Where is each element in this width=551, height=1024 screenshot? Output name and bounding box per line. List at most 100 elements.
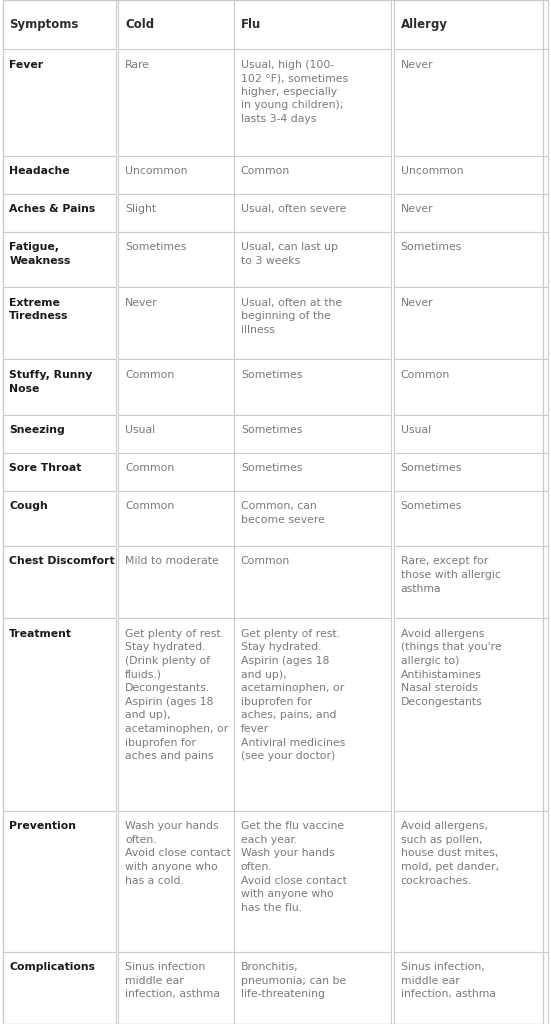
Text: Sinus infection
middle ear
infection, asthma: Sinus infection middle ear infection, as… [125, 963, 220, 999]
Text: Sometimes: Sometimes [401, 463, 462, 473]
Text: Usual, high (100-
102 °F), sometimes
higher, especially
in young children);
last: Usual, high (100- 102 °F), sometimes hig… [241, 59, 348, 124]
Bar [3, 415, 116, 453]
Bar [3, 232, 116, 287]
Bar [234, 0, 391, 49]
Text: Aches & Pains: Aches & Pains [9, 205, 96, 214]
Bar [118, 49, 234, 156]
Text: Mild to moderate: Mild to moderate [125, 556, 219, 566]
Text: Fatigue,
Weakness: Fatigue, Weakness [9, 243, 71, 266]
Text: Sinus infection,
middle ear
infection, asthma: Sinus infection, middle ear infection, a… [401, 963, 495, 999]
Text: Usual, can last up
to 3 weeks: Usual, can last up to 3 weeks [241, 243, 338, 266]
Bar [118, 546, 234, 618]
Text: Treatment: Treatment [9, 629, 72, 639]
Text: Sometimes: Sometimes [401, 501, 462, 511]
Bar [394, 618, 548, 811]
Text: Never: Never [401, 298, 433, 307]
Text: Fever: Fever [9, 59, 44, 70]
Text: Avoid allergens,
such as pollen,
house dust mites,
mold, pet dander,
cockroaches: Avoid allergens, such as pollen, house d… [401, 821, 499, 886]
Text: Symptoms: Symptoms [9, 18, 79, 31]
Bar [3, 287, 116, 359]
Bar [118, 453, 234, 490]
Bar [118, 156, 234, 194]
Text: Common: Common [241, 166, 290, 176]
Bar [118, 490, 234, 546]
Bar [234, 415, 391, 453]
Bar [118, 359, 234, 415]
Bar [394, 951, 548, 1024]
Text: Stuffy, Runny
Nose: Stuffy, Runny Nose [9, 370, 93, 393]
Text: Allergy: Allergy [401, 18, 447, 31]
Bar [234, 156, 391, 194]
Text: Slight: Slight [125, 205, 156, 214]
Text: Sneezing: Sneezing [9, 425, 65, 435]
Bar [394, 811, 548, 951]
Bar [3, 194, 116, 232]
Text: Common: Common [125, 370, 174, 380]
Bar [394, 359, 548, 415]
Text: Get plenty of rest.
Stay hydrated.
(Drink plenty of
fluids.)
Decongestants.
Aspi: Get plenty of rest. Stay hydrated. (Drin… [125, 629, 228, 761]
Bar [118, 811, 234, 951]
Text: Common, can
become severe: Common, can become severe [241, 501, 325, 524]
Text: Sometimes: Sometimes [125, 243, 186, 252]
Text: Common: Common [401, 370, 450, 380]
Bar [3, 453, 116, 490]
Bar [118, 951, 234, 1024]
Bar [234, 49, 391, 156]
Bar [394, 194, 548, 232]
Text: Uncommon: Uncommon [401, 166, 463, 176]
Text: Sometimes: Sometimes [241, 463, 302, 473]
Bar [3, 0, 116, 49]
Bar [394, 156, 548, 194]
Bar [234, 618, 391, 811]
Bar [3, 546, 116, 618]
Bar [394, 490, 548, 546]
Bar [394, 453, 548, 490]
Text: Bronchitis,
pneumonia; can be
life-threatening: Bronchitis, pneumonia; can be life-threa… [241, 963, 346, 999]
Bar [394, 546, 548, 618]
Text: Uncommon: Uncommon [125, 166, 187, 176]
Bar [394, 0, 548, 49]
Bar [3, 811, 116, 951]
Bar [234, 811, 391, 951]
Text: Common: Common [125, 463, 174, 473]
Text: Wash your hands
often.
Avoid close contact
with anyone who
has a cold.: Wash your hands often. Avoid close conta… [125, 821, 231, 886]
Text: Never: Never [401, 205, 433, 214]
Bar [3, 359, 116, 415]
Bar [394, 232, 548, 287]
Bar [118, 194, 234, 232]
Bar [394, 415, 548, 453]
Bar [234, 453, 391, 490]
Bar [234, 546, 391, 618]
Text: Flu: Flu [241, 18, 261, 31]
Bar [3, 618, 116, 811]
Bar [234, 490, 391, 546]
Bar [234, 359, 391, 415]
Text: Rare, except for
those with allergic
asthma: Rare, except for those with allergic ast… [401, 556, 500, 594]
Text: Usual, often at the
beginning of the
illness: Usual, often at the beginning of the ill… [241, 298, 342, 335]
Text: Sometimes: Sometimes [241, 370, 302, 380]
Text: Extreme
Tiredness: Extreme Tiredness [9, 298, 69, 322]
Text: Sometimes: Sometimes [241, 425, 302, 435]
Text: Sore Throat: Sore Throat [9, 463, 82, 473]
Text: Usual: Usual [401, 425, 431, 435]
Bar [394, 49, 548, 156]
Bar [234, 287, 391, 359]
Bar [118, 618, 234, 811]
Bar [3, 156, 116, 194]
Bar [234, 232, 391, 287]
Text: Chest Discomfort: Chest Discomfort [9, 556, 115, 566]
Bar [118, 415, 234, 453]
Bar [234, 194, 391, 232]
Bar [3, 49, 116, 156]
Text: Common: Common [125, 501, 174, 511]
Text: Usual, often severe: Usual, often severe [241, 205, 346, 214]
Text: Rare: Rare [125, 59, 150, 70]
Text: Get plenty of rest.
Stay hydrated.
Aspirin (ages 18
and up),
acetaminophen, or
i: Get plenty of rest. Stay hydrated. Aspir… [241, 629, 345, 761]
Text: Common: Common [241, 556, 290, 566]
Bar [3, 951, 116, 1024]
Text: Complications: Complications [9, 963, 95, 972]
Text: Sometimes: Sometimes [401, 243, 462, 252]
Bar [394, 287, 548, 359]
Bar [118, 232, 234, 287]
Text: Never: Never [125, 298, 158, 307]
